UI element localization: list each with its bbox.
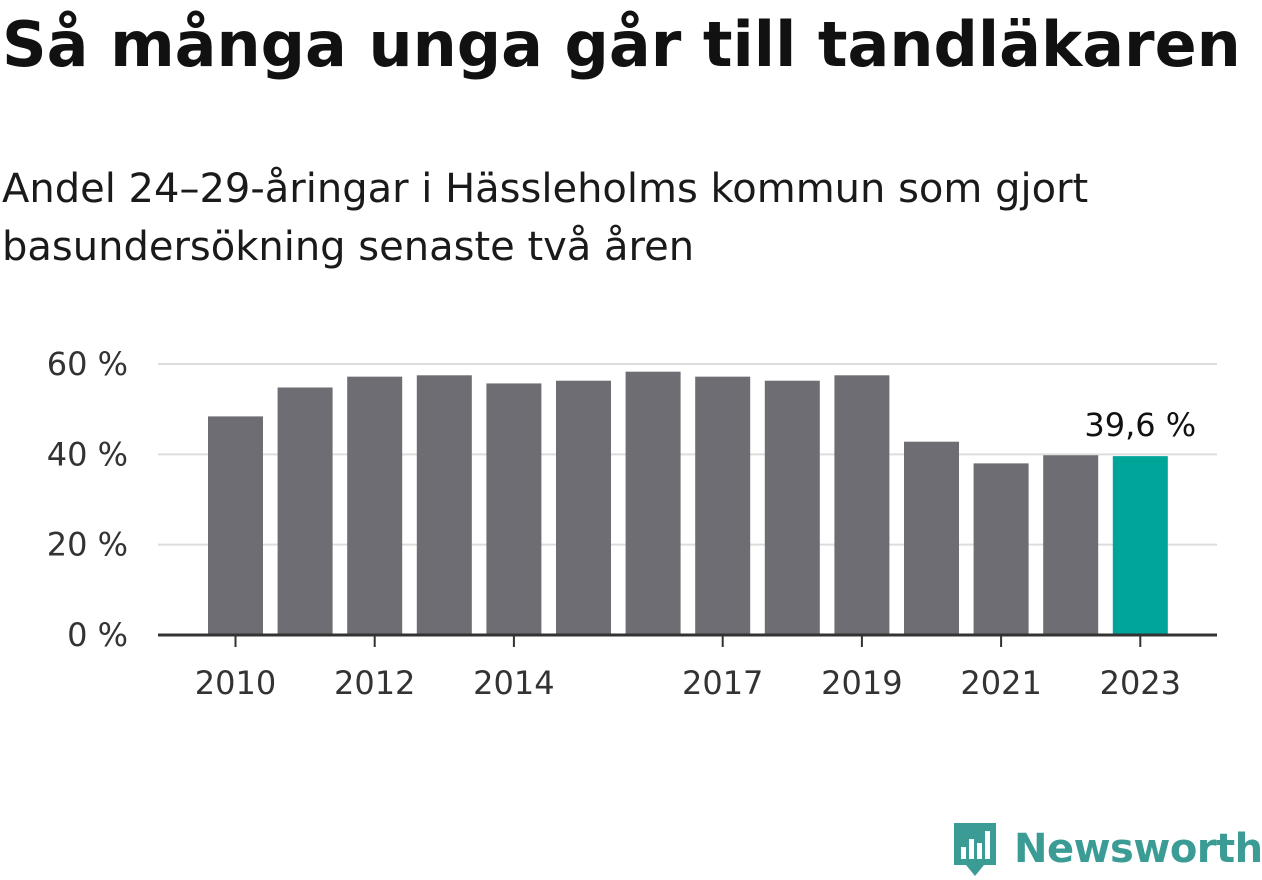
bar-2019 [834, 375, 890, 635]
x-tick-label: 2012 [334, 664, 415, 702]
y-tick-label: 60 % [47, 345, 128, 383]
brand-name: Newsworthy [1014, 826, 1262, 872]
newsworthy-logo-icon [954, 823, 996, 876]
x-axis-ticks: 2010 2012 2014 2017 2019 2021 2023 [195, 635, 1181, 702]
bar-2023 [1112, 456, 1168, 635]
x-tick-label: 2010 [195, 664, 276, 702]
gridlines [158, 363, 1217, 546]
bar-2016 [625, 371, 681, 635]
x-tick-label: 2017 [682, 664, 763, 702]
x-tick-label: 2021 [960, 664, 1041, 702]
y-tick-label: 0 % [67, 616, 128, 654]
x-tick-label: 2019 [821, 664, 902, 702]
y-tick-label: 20 % [47, 526, 128, 564]
bar-2012 [347, 376, 403, 635]
chart-title: Så många unga går till tandläkaren [2, 8, 1241, 81]
newsworthy-logo: Newsworthy [950, 818, 1262, 880]
bars [208, 371, 1168, 635]
y-axis-ticks: 0 % 20 % 40 % 60 % [47, 345, 128, 654]
x-tick-label: 2014 [473, 664, 554, 702]
bar-2021 [973, 463, 1029, 635]
bar-2013 [416, 375, 472, 635]
bar-2010 [208, 416, 263, 635]
bar-chart: 0 % 20 % 40 % 60 % 2010 2012 2014 2017 2019 2021… [47, 345, 1217, 702]
bar-2022 [1043, 455, 1099, 635]
y-tick-label: 40 % [47, 435, 128, 473]
bar-2017 [695, 376, 751, 635]
bar-2018 [764, 380, 820, 635]
bar-2014 [486, 383, 542, 635]
bar-2011 [277, 387, 333, 635]
x-tick-label: 2023 [1100, 664, 1181, 702]
chart-subtitle: Andel 24–29-åringar i Hässleholms kommun… [2, 166, 1089, 270]
bar-2020 [904, 441, 959, 635]
data-label-2023: 39,6 % [1084, 406, 1196, 444]
bar-2015 [556, 380, 611, 635]
